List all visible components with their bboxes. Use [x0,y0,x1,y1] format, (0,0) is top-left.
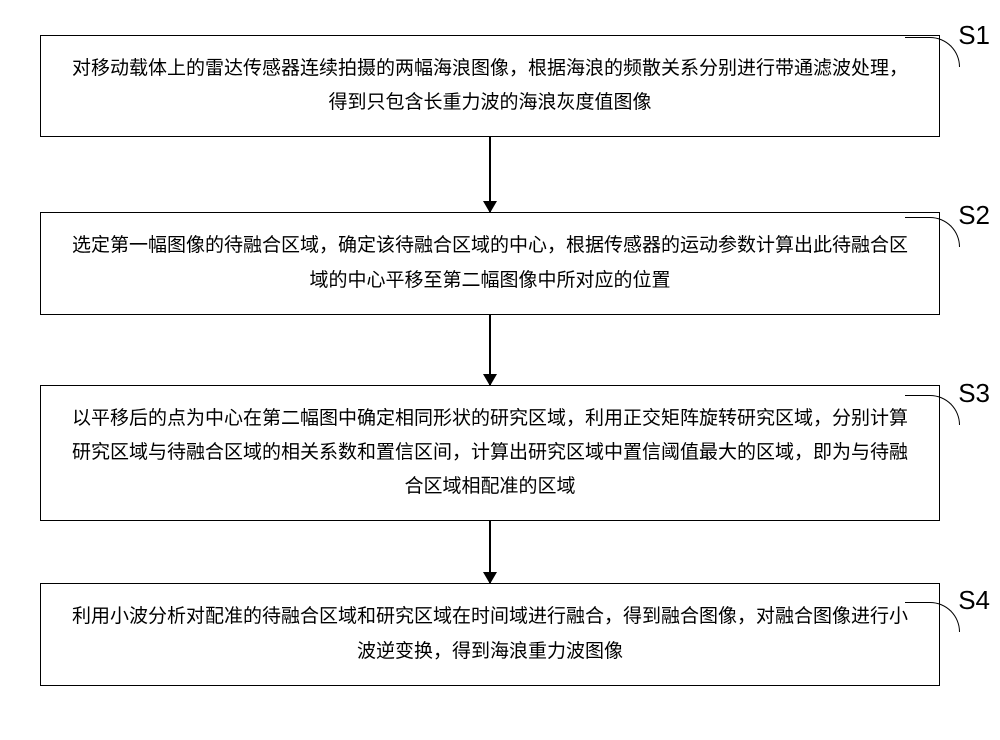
step-text-s1: 对移动载体上的雷达传感器连续拍摄的两幅海浪图像，根据海浪的频散关系分别进行带通滤… [65,52,915,120]
step-box-s1: 对移动载体上的雷达传感器连续拍摄的两幅海浪图像，根据海浪的频散关系分别进行带通滤… [40,35,940,137]
step-box-s4: 利用小波分析对配准的待融合区域和研究区域在时间域进行融合，得到融合图像，对融合图… [40,583,940,685]
arrow-s3-s4 [489,521,491,583]
label-s2: S2 [958,200,990,231]
step-box-s3: 以平移后的点为中心在第二幅图中确定相同形状的研究区域，利用正交矩阵旋转研究区域，… [40,385,940,522]
step-text-s2: 选定第一幅图像的待融合区域，确定该待融合区域的中心，根据传感器的运动参数计算出此… [65,229,915,297]
connector-s1 [905,37,960,67]
arrow-container-3 [40,521,940,583]
arrow-s2-s3 [489,315,491,385]
label-s4: S4 [958,585,990,616]
flowchart-container: 对移动载体上的雷达传感器连续拍摄的两幅海浪图像，根据海浪的频散关系分别进行带通滤… [0,0,1000,740]
arrow-container-1 [40,137,940,212]
step-box-s2: 选定第一幅图像的待融合区域，确定该待融合区域的中心，根据传感器的运动参数计算出此… [40,212,940,314]
connector-s3 [905,395,960,425]
connector-s2 [905,217,960,247]
arrow-s1-s2 [489,137,491,212]
label-s3: S3 [958,378,990,409]
arrow-container-2 [40,315,940,385]
step-text-s3: 以平移后的点为中心在第二幅图中确定相同形状的研究区域，利用正交矩阵旋转研究区域，… [65,402,915,505]
connector-s4 [905,602,960,632]
label-s1: S1 [958,20,990,51]
step-text-s4: 利用小波分析对配准的待融合区域和研究区域在时间域进行融合，得到融合图像，对融合图… [65,600,915,668]
